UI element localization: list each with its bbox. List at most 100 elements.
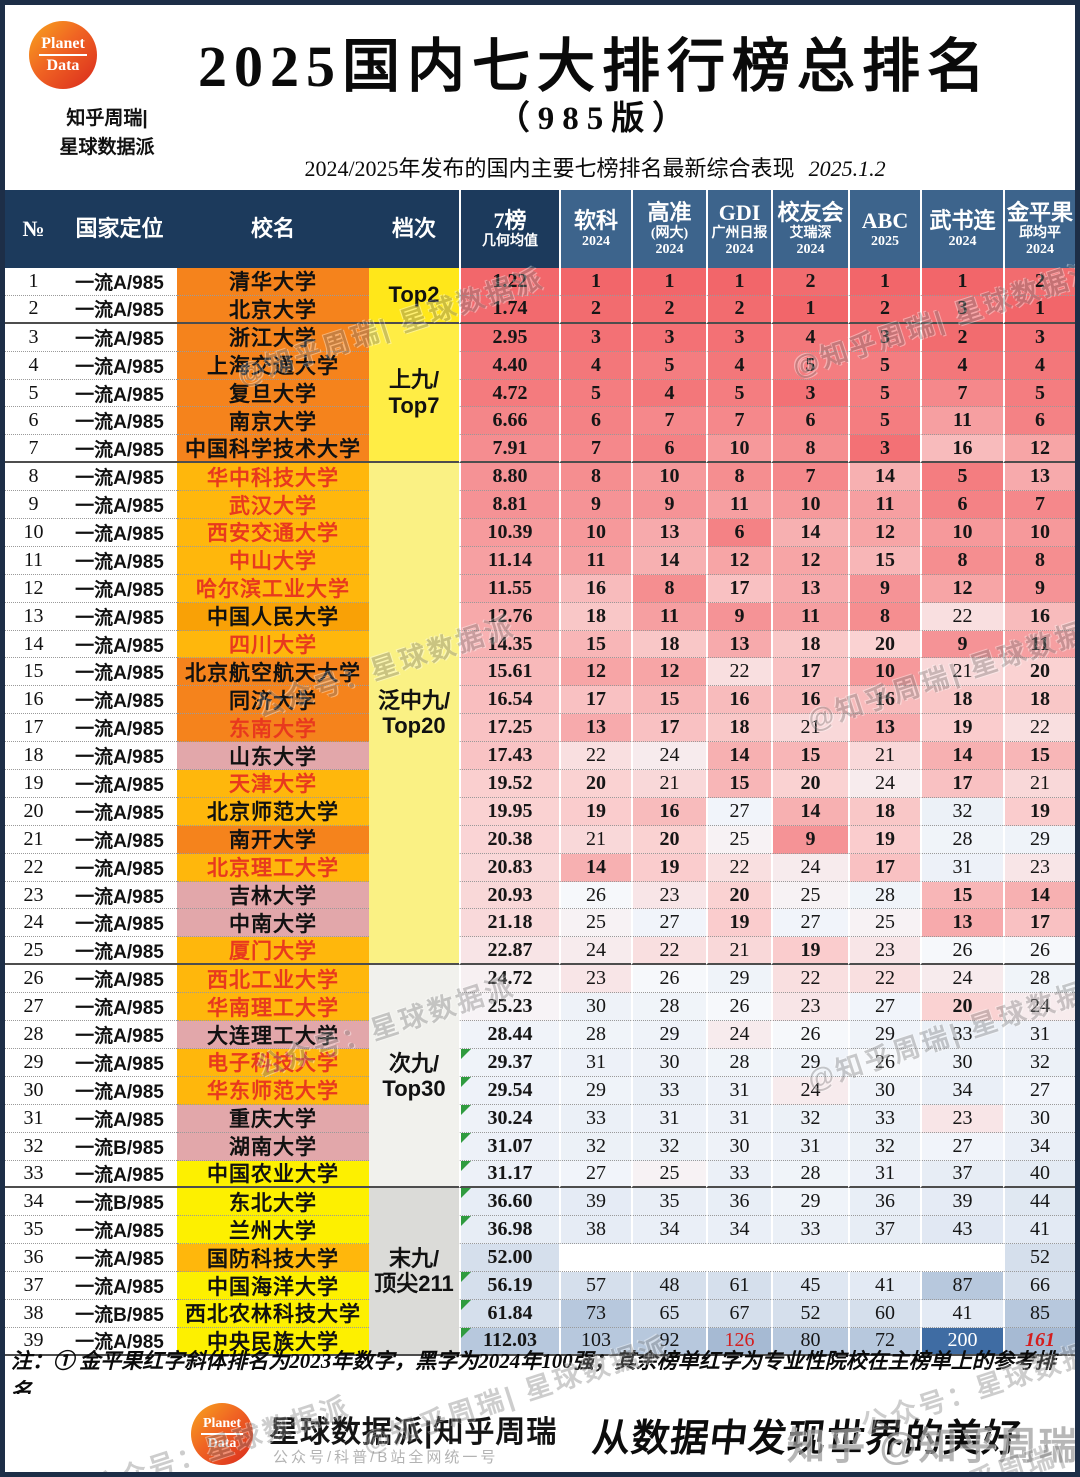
rank-cell: 21 <box>848 742 920 771</box>
rank-cell <box>559 1244 631 1273</box>
green-corner-marker <box>461 1160 471 1171</box>
column-header-4: 档次 <box>369 190 459 268</box>
rank-cell: 85 <box>1003 1299 1075 1328</box>
rank-cell: 19 <box>706 909 771 938</box>
rank-cell: 4 <box>559 351 631 380</box>
rank-cell: 19 <box>559 797 631 826</box>
rank-cell: 11 <box>631 602 706 631</box>
rank-cell: 34 <box>706 1216 771 1245</box>
university-name-cell: 浙江大学 <box>177 323 369 352</box>
rank-cell: 27 <box>706 797 771 826</box>
green-corner-marker <box>461 1104 471 1115</box>
university-name-cell: 南京大学 <box>177 407 369 436</box>
row-number-cell: 37 <box>5 1272 62 1300</box>
rank-cell: 26 <box>771 1021 848 1049</box>
rank-cell: 18 <box>706 714 771 743</box>
rank-cell: 37 <box>920 1160 1003 1189</box>
rank-cell: 14 <box>631 546 706 575</box>
geometric-mean-cell: 14.35 <box>459 630 559 659</box>
rank-cell: 15 <box>920 881 1003 910</box>
rank-cell: 18 <box>771 630 848 659</box>
rank-cell: 29 <box>631 1021 706 1049</box>
geometric-mean-cell: 2.95 <box>459 323 559 352</box>
green-corner-marker <box>461 1188 471 1199</box>
rank-cell: 29 <box>771 1048 848 1077</box>
rank-cell: 12 <box>920 574 1003 603</box>
university-name-cell: 东北大学 <box>177 1188 369 1217</box>
column-header-3: 校名 <box>177 190 369 268</box>
column-header-line: 档次 <box>391 216 436 242</box>
university-name-cell: 四川大学 <box>177 630 369 659</box>
rank-cell: 126 <box>706 1327 771 1356</box>
row-number-cell: 28 <box>5 1021 62 1049</box>
national-positioning-cell: 一流A/985 <box>62 630 177 659</box>
rank-cell: 2 <box>771 268 848 296</box>
rank-cell: 41 <box>920 1299 1003 1328</box>
university-name-cell: 复旦大学 <box>177 379 369 408</box>
column-header-line: 邱均平 <box>1019 225 1061 241</box>
rank-cell: 28 <box>848 881 920 910</box>
rank-cell: 7 <box>706 407 771 436</box>
rank-cell: 11 <box>771 602 848 631</box>
rank-cell: 15 <box>706 770 771 798</box>
geometric-mean-cell: 56.19 <box>459 1272 559 1300</box>
footer-planet-data-logo: Planet Data <box>191 1403 253 1465</box>
rank-cell: 2 <box>631 295 706 324</box>
tier-label: 上九/ <box>388 367 440 393</box>
rank-cell: 11 <box>559 546 631 575</box>
rank-cell: 66 <box>1003 1272 1075 1300</box>
geometric-mean-cell: 1.74 <box>459 295 559 324</box>
geometric-mean-cell: 29.37 <box>459 1048 559 1077</box>
rank-cell: 22 <box>1003 714 1075 743</box>
row-number-cell: 31 <box>5 1104 62 1133</box>
rank-cell: 15 <box>848 546 920 575</box>
rank-cell: 27 <box>631 909 706 938</box>
row-number-cell: 7 <box>5 435 62 464</box>
author-byline: 知乎周瑞| 星球数据派 <box>27 105 187 162</box>
rank-cell: 32 <box>1003 1048 1075 1077</box>
geometric-mean-cell: 52.00 <box>459 1244 559 1273</box>
rank-cell: 14 <box>848 463 920 492</box>
national-positioning-cell: 一流A/985 <box>62 1216 177 1245</box>
rank-cell: 31 <box>848 1160 920 1189</box>
rank-cell: 39 <box>920 1188 1003 1217</box>
rank-cell: 17 <box>848 853 920 882</box>
university-name-cell: 中央民族大学 <box>177 1327 369 1356</box>
footer-brand: 星球数据派|知乎周瑞 <box>269 1416 558 1449</box>
university-name-cell: 天津大学 <box>177 770 369 798</box>
rank-cell: 41 <box>848 1272 920 1300</box>
column-header-9: 校友会 艾瑞深 2024 <box>771 190 848 268</box>
rank-cell: 13 <box>920 909 1003 938</box>
rank-cell: 43 <box>920 1216 1003 1245</box>
rank-cell: 29 <box>848 1021 920 1049</box>
rank-cell: 22 <box>920 602 1003 631</box>
rank-cell: 7 <box>920 379 1003 408</box>
rank-cell: 6 <box>1003 407 1075 436</box>
geometric-mean-cell: 12.76 <box>459 602 559 631</box>
rank-cell: 6 <box>706 519 771 547</box>
rank-cell: 17 <box>631 714 706 743</box>
rank-cell: 27 <box>1003 1076 1075 1105</box>
rank-cell: 26 <box>920 937 1003 966</box>
column-header-line: GDI <box>718 200 761 226</box>
rank-cell: 10 <box>771 491 848 520</box>
column-header-line: 校友会 <box>777 200 844 226</box>
national-positioning-cell: 一流B/985 <box>62 1132 177 1161</box>
row-number-cell: 12 <box>5 574 62 603</box>
rank-cell: 33 <box>559 1104 631 1133</box>
national-positioning-cell: 一流A/985 <box>62 323 177 352</box>
rank-cell: 29 <box>1003 825 1075 854</box>
national-positioning-cell: 一流A/985 <box>62 770 177 798</box>
rank-cell: 30 <box>631 1048 706 1077</box>
rank-cell: 24 <box>1003 993 1075 1022</box>
rank-cell: 7 <box>771 463 848 492</box>
column-header-7: 高准 (网大) 2024 <box>631 190 706 268</box>
rank-cell: 52 <box>771 1299 848 1328</box>
logo-text-planet: Planet <box>39 35 87 56</box>
rank-cell: 48 <box>631 1272 706 1300</box>
national-positioning-cell: 一流A/985 <box>62 742 177 771</box>
rank-cell <box>848 1244 920 1273</box>
rank-cell: 16 <box>920 435 1003 464</box>
column-header-line: 广州日报 <box>711 225 768 241</box>
rank-cell: 24 <box>920 965 1003 994</box>
